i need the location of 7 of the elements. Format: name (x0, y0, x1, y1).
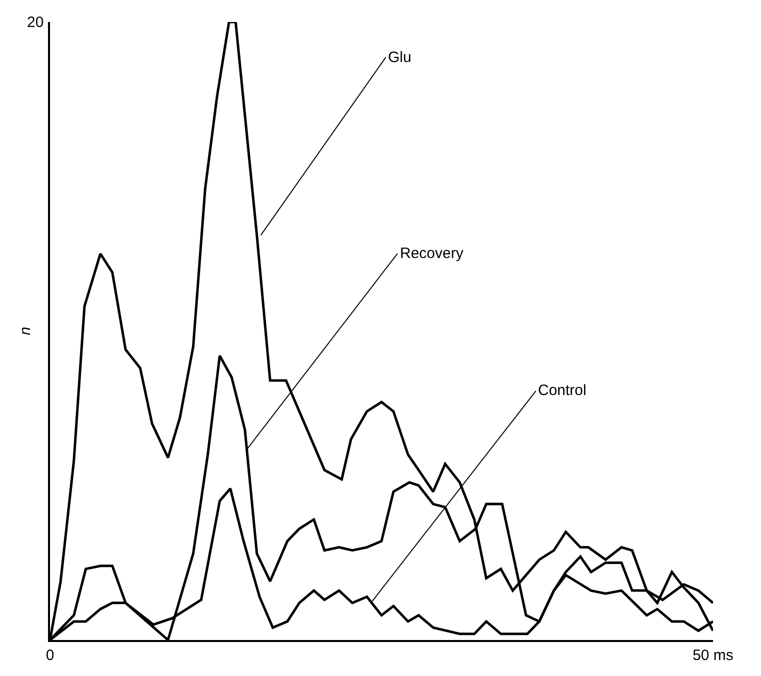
annotation: Glu (388, 49, 412, 66)
annotation: Recovery (400, 245, 464, 262)
x-tick-label: 0 (46, 647, 54, 664)
annotation: Control (538, 382, 586, 399)
text: 20 (27, 14, 44, 31)
y-axis-title: n (16, 326, 34, 336)
x-tick-label: 50 ms (692, 647, 734, 664)
